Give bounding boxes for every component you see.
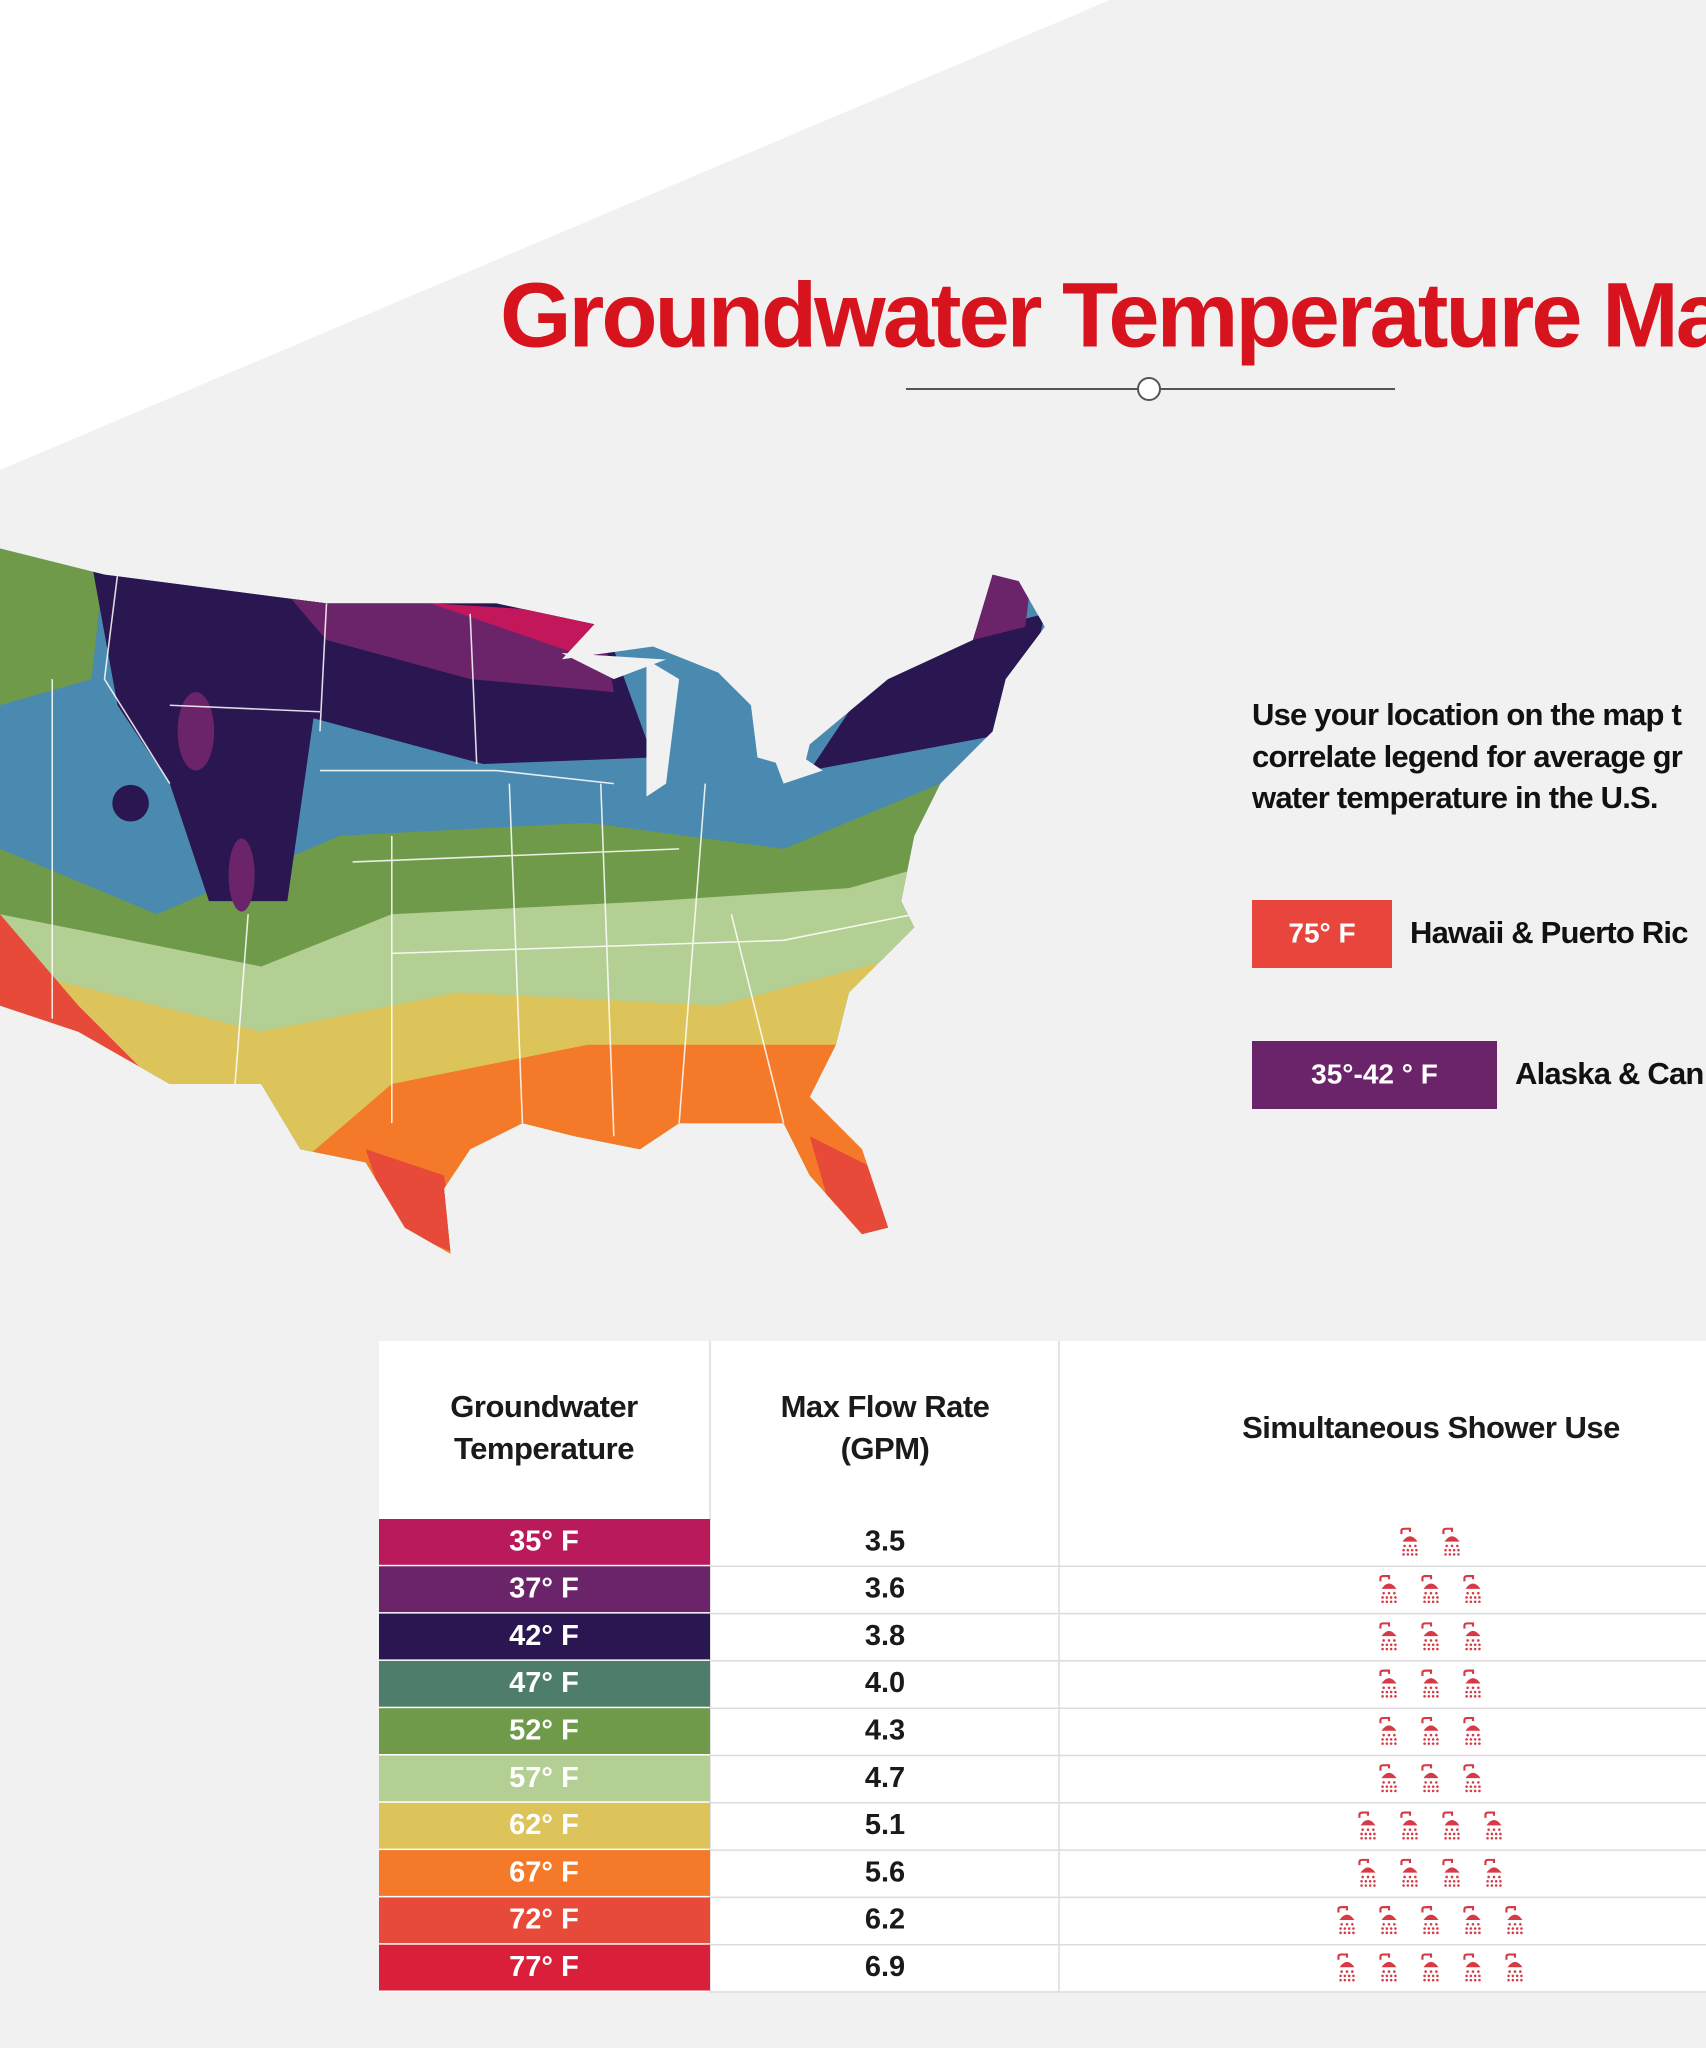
title: Groundwater Temperature Ma xyxy=(500,264,1706,366)
column-header: Temperature xyxy=(454,1431,634,1466)
legend-text: Alaska & Can xyxy=(1515,1056,1704,1091)
column-header: Simultaneous Shower Use xyxy=(1242,1410,1620,1445)
temperature-cell xyxy=(379,1755,710,1802)
description-line: Use your location on the map t xyxy=(1252,697,1681,732)
legend-swatch xyxy=(1252,900,1392,968)
flow-rate: 5.6 xyxy=(865,1856,905,1888)
temperature: 42° F xyxy=(509,1620,579,1652)
temperature: 67° F xyxy=(509,1856,579,1888)
temperature-cell xyxy=(379,1708,710,1754)
description-line: water temperature in the U.S. xyxy=(1251,780,1658,815)
temperature: 77° F xyxy=(509,1951,579,1983)
description: Use your location on the map t correlate… xyxy=(1251,697,1684,815)
temperature-cell xyxy=(379,1944,710,1991)
flow-rate: 4.3 xyxy=(865,1715,905,1747)
table-header xyxy=(379,1341,1706,1519)
column-header: (GPM) xyxy=(841,1431,930,1466)
legend-swatch xyxy=(1252,1041,1497,1109)
legend-label: 75° F xyxy=(1288,917,1355,948)
temperature: 35° F xyxy=(509,1525,579,1557)
legend-label: 35°-42 ° F xyxy=(1311,1058,1438,1089)
description-line: correlate legend for average gr xyxy=(1252,739,1683,774)
column-header: Groundwater xyxy=(450,1389,638,1424)
temperature: 62° F xyxy=(509,1809,579,1841)
flow-rate: 3.5 xyxy=(865,1525,905,1557)
background-shape xyxy=(0,0,1110,470)
temperature: 47° F xyxy=(509,1667,579,1699)
temperature-cell xyxy=(379,1660,710,1707)
temperature-cell xyxy=(379,1802,710,1849)
temperature-cell xyxy=(379,1613,710,1660)
temperature-cell xyxy=(379,1897,710,1944)
table: Groundwater Temperature Max Flow Rate (GPM)… xyxy=(379,1389,1706,1993)
legend: 75° F Hawaii & Puerto Ric 35°-42 ° F Alaska… xyxy=(1252,900,1704,1109)
temperature: 72° F xyxy=(509,1904,579,1936)
temperature: 57° F xyxy=(509,1762,579,1794)
temperature: 37° F xyxy=(509,1573,579,1605)
temperature-cell xyxy=(379,1850,710,1896)
temperature: 52° F xyxy=(509,1715,579,1747)
flow-rate: 4.0 xyxy=(865,1667,905,1699)
flow-rate: 4.7 xyxy=(865,1762,905,1794)
flow-rate: 3.8 xyxy=(865,1620,905,1652)
column-header: Max Flow Rate xyxy=(781,1389,990,1424)
legend-text: Hawaii & Puerto Ric xyxy=(1410,915,1688,950)
temperature-cell xyxy=(379,1519,710,1565)
temperature-cell xyxy=(379,1566,710,1613)
flow-rate: 6.2 xyxy=(865,1904,905,1936)
flow-rate: 3.6 xyxy=(865,1573,905,1605)
map xyxy=(0,548,1045,1254)
divider-knob xyxy=(1137,377,1161,401)
flow-rate: 6.9 xyxy=(865,1951,905,1983)
flow-rate: 5.1 xyxy=(865,1809,905,1841)
